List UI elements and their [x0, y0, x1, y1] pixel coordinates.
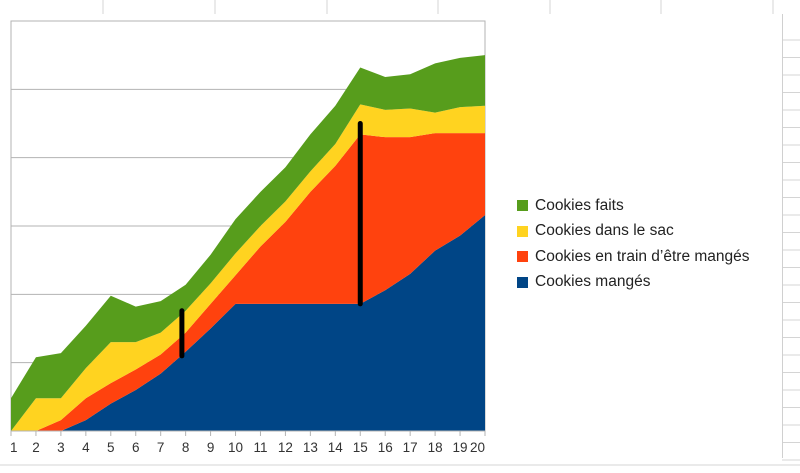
x-tick-label: 9 — [207, 440, 215, 455]
legend-label: Cookies en train d’être mangés — [535, 247, 750, 265]
area-series-3[interactable] — [11, 55, 485, 432]
legend-item-cookies-en-train: Cookies en train d’être mangés — [517, 244, 750, 270]
x-tick-label: 19 — [453, 440, 468, 455]
legend-item-cookies-dans-le-sac: Cookies dans le sac — [517, 219, 750, 245]
x-tick-label: 16 — [378, 440, 393, 455]
legend-label: Cookies mangés — [535, 273, 651, 291]
x-tick-label: 18 — [428, 440, 443, 455]
x-tick-label: 5 — [107, 440, 115, 455]
area-series-2[interactable] — [11, 104, 485, 431]
x-tick-label: 8 — [182, 440, 190, 455]
x-tick-label: 10 — [228, 440, 243, 455]
x-tick-label: 12 — [278, 440, 293, 455]
x-tick-label: 2 — [32, 440, 40, 455]
legend-label: Cookies dans le sac — [535, 222, 674, 240]
stacked-area-chart[interactable]: 1 2 3 4 5 6 7 8 9 10 11 12 13 14 15 16 17 18 19 20 — [0, 14, 782, 458]
x-tick-label: 1 — [10, 440, 18, 455]
x-tick-label: 3 — [57, 440, 65, 455]
chart-legend: Cookies faits Cookies dans le sac Cookie… — [517, 193, 750, 295]
legend-item-cookies-manges: Cookies mangés — [517, 270, 750, 296]
x-tick-label: 15 — [353, 440, 368, 455]
legend-label: Cookies faits — [535, 196, 624, 214]
x-tick-label: 7 — [157, 440, 165, 455]
area-series-0[interactable] — [11, 215, 485, 431]
legend-swatch — [517, 225, 528, 237]
x-tick-label: 17 — [403, 440, 418, 455]
area-series-1[interactable] — [11, 133, 485, 432]
legend-item-cookies-faits: Cookies faits — [517, 193, 750, 219]
legend-swatch — [517, 200, 528, 212]
x-tick-label: 13 — [303, 440, 318, 455]
x-tick-label: 4 — [82, 440, 90, 455]
x-tick-label: 14 — [328, 440, 344, 455]
x-tick-label: 11 — [253, 440, 267, 455]
x-tick-label: 20 — [470, 440, 485, 455]
legend-swatch — [517, 276, 528, 288]
x-tick-label: 6 — [132, 440, 140, 455]
legend-swatch — [517, 251, 528, 263]
